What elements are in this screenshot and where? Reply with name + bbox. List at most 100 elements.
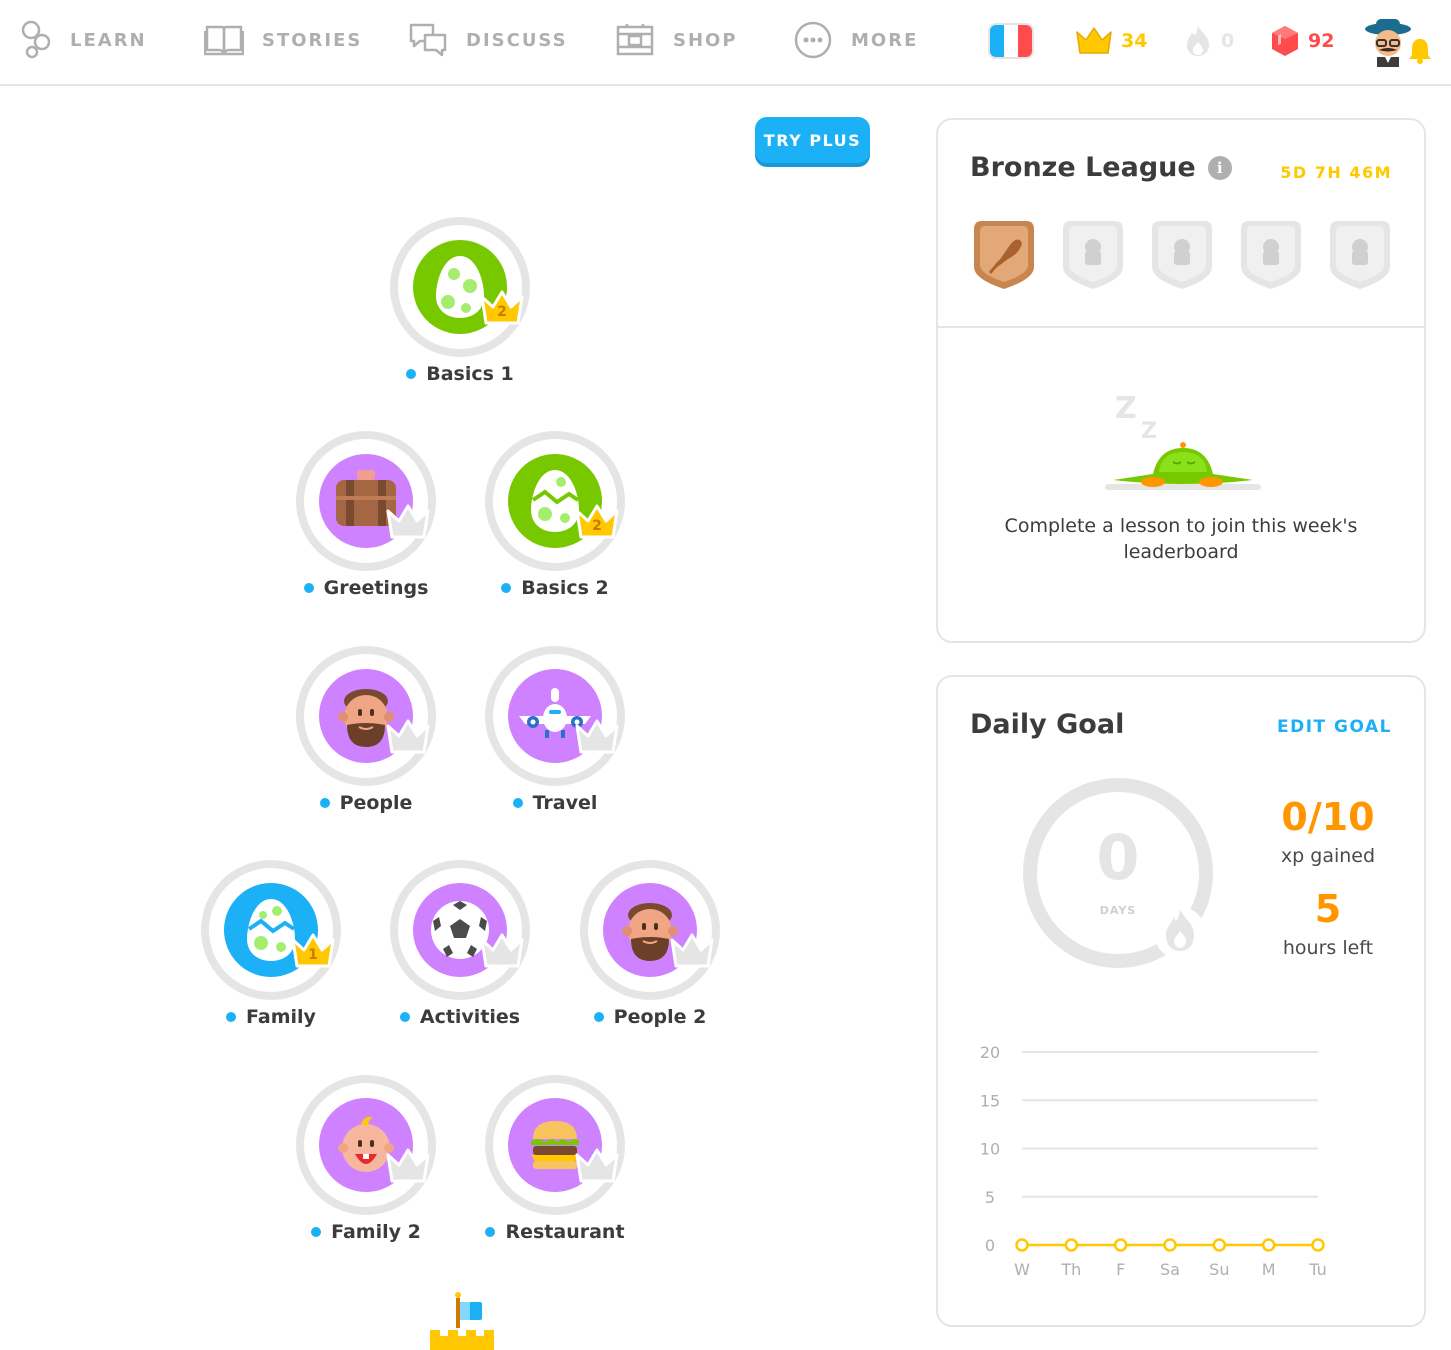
burger-icon bbox=[531, 1121, 579, 1169]
profile-avatar-button[interactable] bbox=[1363, 14, 1433, 68]
crown-level-badge: 2 bbox=[478, 287, 526, 327]
crown-icon bbox=[480, 290, 524, 325]
soccer-ball-icon bbox=[431, 901, 489, 959]
nav-more-label: MORE bbox=[851, 29, 919, 51]
skill-label: Family bbox=[161, 1006, 381, 1028]
skill-family[interactable]: 1 Family bbox=[201, 860, 341, 1050]
try-plus-button[interactable]: TRY PLUS bbox=[755, 117, 870, 163]
nav-learn-label: LEARN bbox=[70, 29, 147, 51]
x-tick-label: M bbox=[1262, 1260, 1276, 1279]
streak-days-unit: DAYS bbox=[1099, 904, 1137, 917]
skill-basics-2[interactable]: 2 Basics 2 bbox=[485, 431, 625, 621]
hours-left-label: hours left bbox=[1282, 937, 1374, 959]
crown-level-badge bbox=[573, 716, 621, 756]
skill-people-2[interactable]: People 2 bbox=[580, 860, 720, 1050]
crown-level-badge bbox=[668, 930, 716, 970]
skill-name: Activities bbox=[419, 1006, 521, 1028]
notification-bell-icon[interactable] bbox=[1407, 36, 1433, 64]
crowns-counter[interactable]: 34 bbox=[1075, 22, 1147, 60]
gem-icon bbox=[1272, 26, 1298, 56]
svg-text:Z: Z bbox=[1115, 391, 1137, 426]
daily-goal-card: Daily Goal EDIT GOAL 0 DAYS 0/10 xp gain… bbox=[936, 675, 1426, 1327]
nav-discuss[interactable]: DISCUSS bbox=[408, 20, 568, 60]
skill-label: Basics 1 bbox=[350, 363, 570, 385]
avatar bbox=[1365, 19, 1411, 67]
skill-greetings[interactable]: Greetings bbox=[296, 431, 436, 621]
skill-label: Restaurant bbox=[445, 1221, 665, 1243]
new-content-dot bbox=[319, 798, 330, 808]
crown-outline-icon bbox=[386, 719, 430, 754]
skill-basics-1[interactable]: 2 Basics 1 bbox=[390, 217, 530, 407]
xp-data-point bbox=[1163, 1238, 1177, 1252]
skill-family-2[interactable]: Family 2 bbox=[296, 1075, 436, 1265]
speech-bubbles-icon bbox=[409, 23, 447, 57]
nav-shop[interactable]: SHOP bbox=[615, 20, 738, 60]
locked-league-badge-icon bbox=[1241, 221, 1301, 289]
locked-league-badge-icon bbox=[1063, 221, 1123, 289]
learn-icon bbox=[21, 20, 51, 59]
skill-label: Travel bbox=[445, 792, 665, 814]
more-dots-icon bbox=[794, 21, 832, 59]
baby-face-icon bbox=[338, 1116, 394, 1172]
nav-discuss-label: DISCUSS bbox=[466, 29, 568, 51]
skill-name: Travel bbox=[532, 792, 598, 814]
new-content-dot bbox=[303, 583, 314, 593]
league-timer: 5D 7H 46M bbox=[1280, 163, 1392, 182]
crown-level-badge bbox=[573, 1145, 621, 1185]
crown-outline-icon bbox=[480, 933, 524, 968]
nav-stories-label: STORIES bbox=[262, 29, 363, 51]
skill-disc bbox=[224, 883, 318, 977]
skill-label: Family 2 bbox=[256, 1221, 476, 1243]
france-flag-icon bbox=[988, 23, 1034, 59]
skill-restaurant[interactable]: Restaurant bbox=[485, 1075, 625, 1265]
cracked-egg-icon bbox=[531, 470, 580, 532]
streak-counter[interactable]: 0 bbox=[1183, 22, 1234, 60]
crown-level: 1 bbox=[308, 947, 318, 963]
flame-icon bbox=[1187, 26, 1209, 56]
info-icon[interactable]: i bbox=[1207, 155, 1232, 180]
xp-data-point bbox=[1113, 1238, 1128, 1252]
man-face-icon bbox=[338, 689, 394, 747]
skill-people[interactable]: People bbox=[296, 646, 436, 836]
skill-travel[interactable]: Travel bbox=[485, 646, 625, 836]
bronze-league-badge-icon[interactable] bbox=[970, 217, 1038, 293]
crown-level: 2 bbox=[497, 304, 507, 320]
skill-disc bbox=[508, 454, 602, 548]
xp-gained-label: xp gained bbox=[1280, 845, 1376, 867]
gems-counter[interactable]: 92 bbox=[1270, 22, 1334, 60]
language-flag-button[interactable] bbox=[988, 22, 1034, 60]
shop-icon bbox=[616, 24, 654, 56]
checkpoint-castle-icon[interactable] bbox=[428, 1290, 498, 1350]
skill-disc bbox=[413, 883, 507, 977]
new-content-dot bbox=[406, 369, 417, 379]
gems-count: 92 bbox=[1308, 30, 1335, 52]
y-tick-label: 20 bbox=[980, 1043, 1000, 1062]
skill-label: Basics 2 bbox=[445, 577, 665, 599]
x-tick-label: F bbox=[1116, 1260, 1125, 1279]
x-tick-label: W bbox=[1014, 1260, 1030, 1279]
hours-left-value: 5 bbox=[1314, 887, 1342, 931]
xp-gained-value: 0/10 bbox=[1281, 795, 1375, 839]
crown-level-badge bbox=[478, 930, 526, 970]
edit-goal-link[interactable]: EDIT GOAL bbox=[1276, 717, 1392, 737]
cracked-egg-icon bbox=[247, 899, 296, 961]
streak-count: 0 bbox=[1221, 30, 1235, 52]
nav-learn[interactable]: LEARN bbox=[20, 20, 147, 60]
man-face-icon bbox=[622, 903, 678, 961]
skill-disc bbox=[508, 669, 602, 763]
crown-outline-icon bbox=[386, 1148, 430, 1183]
skill-name: Restaurant bbox=[505, 1221, 625, 1243]
top-nav: LEARN STORIES DISCUSS SHOP MORE bbox=[0, 0, 1451, 86]
x-tick-label: Tu bbox=[1308, 1260, 1326, 1279]
league-divider bbox=[938, 326, 1424, 328]
xp-data-point bbox=[1261, 1238, 1276, 1252]
x-tick-label: Sa bbox=[1160, 1260, 1180, 1279]
nav-stories[interactable]: STORIES bbox=[204, 20, 362, 60]
streak-ring-icon bbox=[1023, 778, 1213, 968]
crown-icon bbox=[1076, 27, 1112, 54]
skill-label: Greetings bbox=[256, 577, 476, 599]
crown-outline-icon bbox=[670, 933, 714, 968]
skill-activities[interactable]: Activities bbox=[390, 860, 530, 1050]
svg-text:Z: Z bbox=[1141, 419, 1157, 444]
nav-more[interactable]: MORE bbox=[793, 20, 918, 60]
